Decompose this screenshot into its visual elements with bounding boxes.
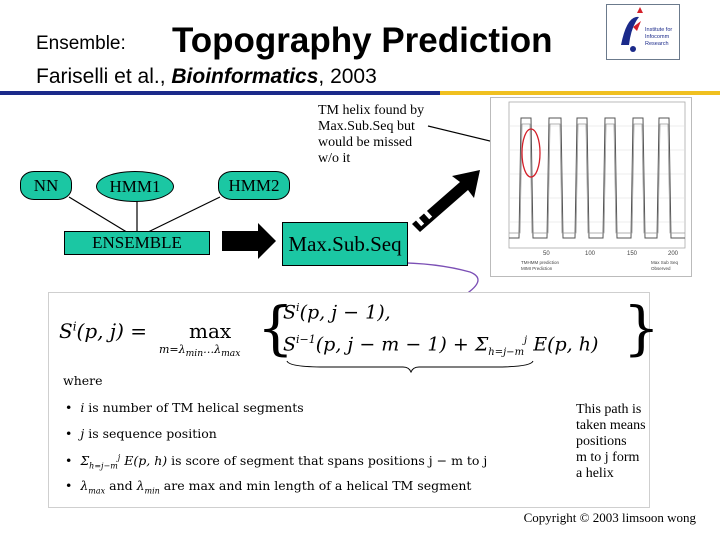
hmm2-label: HMM2 [228, 175, 280, 195]
citation-authors: Fariselli et al., [36, 65, 172, 88]
chart-x-tick: 150 [627, 251, 638, 257]
citation: Fariselli et al., Bioinformatics, 2003 [36, 65, 377, 89]
formula-bullet: • j is sequence position [65, 426, 217, 441]
bullet-var: i [80, 400, 85, 415]
page-title: Topography Prediction [172, 21, 553, 60]
formula-lhs-symbol: S [59, 319, 73, 343]
maxsubseq-label: Max.Sub.Seq [288, 231, 402, 256]
chart-legend-item: MIMI Prediction [521, 266, 553, 271]
formula-bullet: • λmax and λmin are max and min length o… [65, 478, 472, 496]
formula-max: max [189, 319, 232, 343]
path-annotation-line: taken means [576, 418, 646, 433]
formula-case-1: Si(p, j − 1), [283, 301, 391, 324]
title-rule [0, 91, 720, 95]
nn-connector [68, 196, 131, 235]
prediction-chart: 50 100 150 200 TMHMM prediction MIMI Pre… [490, 97, 692, 277]
formula-right-brace: } [623, 294, 660, 362]
formula-bullet: • Σh=j−mj E(p, h) is score of segment th… [65, 453, 488, 471]
chart-legend-item: Observed [651, 266, 671, 271]
maxsubseq-arrow [412, 170, 480, 232]
chart-legend-item: Max Sub Seq [651, 260, 679, 265]
path-annotation-line: This path is [576, 402, 642, 417]
formula-panel: Si(p, j) = max m=λmin…λmax { Si(p, j − 1… [48, 292, 660, 508]
copyright: Copyright © 2003 limsoon wong [523, 510, 696, 525]
hmm1-model: HMM1 [96, 171, 174, 202]
chart-x-tick: 100 [585, 251, 596, 257]
maxsubseq-box: Max.Sub.Seq [282, 222, 408, 266]
tm-annotation-line: would be missed [318, 135, 413, 150]
institute-logo: Institute for Infocomm Research [606, 4, 680, 60]
hmm2-connector [143, 196, 221, 235]
bullet-text: is number of TM helical segments [84, 400, 304, 415]
tm-helix-annotation: TM helix found by Max.Sub.Seq but would … [318, 103, 424, 167]
nn-model: NN [20, 171, 72, 200]
bullet-text: is score of segment that spans positions… [167, 453, 488, 469]
citation-year: , 2003 [318, 65, 377, 88]
logo-text-line1: Institute for [645, 27, 673, 33]
formula-max-subscript: m=λmin…λmax [159, 343, 241, 360]
logo-text: Institute for Infocomm Research [645, 27, 679, 48]
tm-annotation-line: w/o it [318, 151, 351, 166]
bullet-text: are max and min length of a helical TM s… [159, 478, 472, 493]
hmm2-model: HMM2 [218, 171, 290, 200]
path-annotation: This path is taken means positions m to … [576, 402, 646, 482]
formula-underbrace [286, 360, 534, 373]
chart-x-tick: 50 [543, 251, 550, 257]
institute-logo-mark [621, 7, 643, 52]
path-annotation-line: a helix [576, 466, 614, 481]
logo-text-line2: Infocomm Research [645, 34, 670, 47]
hmm1-label: HMM1 [109, 176, 161, 196]
ensemble-arrow [222, 223, 276, 259]
ensemble-label: ENSEMBLE [92, 233, 182, 252]
path-annotation-line: m to j form [576, 450, 640, 465]
formula-case-2: Si−1(p, j − m − 1) + Σh=j−mj E(p, h) [283, 333, 599, 359]
bullet-text: is sequence position [84, 426, 217, 441]
formula-left-brace: { [257, 294, 294, 362]
prediction-chart-plot: 50 100 150 200 TMHMM prediction MIMI Pre… [508, 101, 686, 271]
citation-journal: Bioinformatics [171, 65, 319, 88]
formula-bullet: • i is number of TM helical segments [65, 400, 304, 415]
bullet-var: j [80, 426, 85, 441]
missed-helix-marker [521, 128, 541, 178]
formula-where: where [63, 373, 103, 388]
chart-x-tick: 200 [668, 251, 679, 257]
tm-annotation-line: Max.Sub.Seq but [318, 119, 415, 134]
nn-label: NN [33, 175, 59, 195]
ensemble-box: ENSEMBLE [64, 231, 210, 255]
formula-lhs: Si(p, j) = [59, 319, 147, 343]
path-annotation-line: positions [576, 434, 627, 449]
title-prefix: Ensemble: [36, 33, 126, 54]
tm-annotation-line: TM helix found by [318, 103, 425, 118]
chart-legend-item: TMHMM prediction [521, 260, 560, 265]
